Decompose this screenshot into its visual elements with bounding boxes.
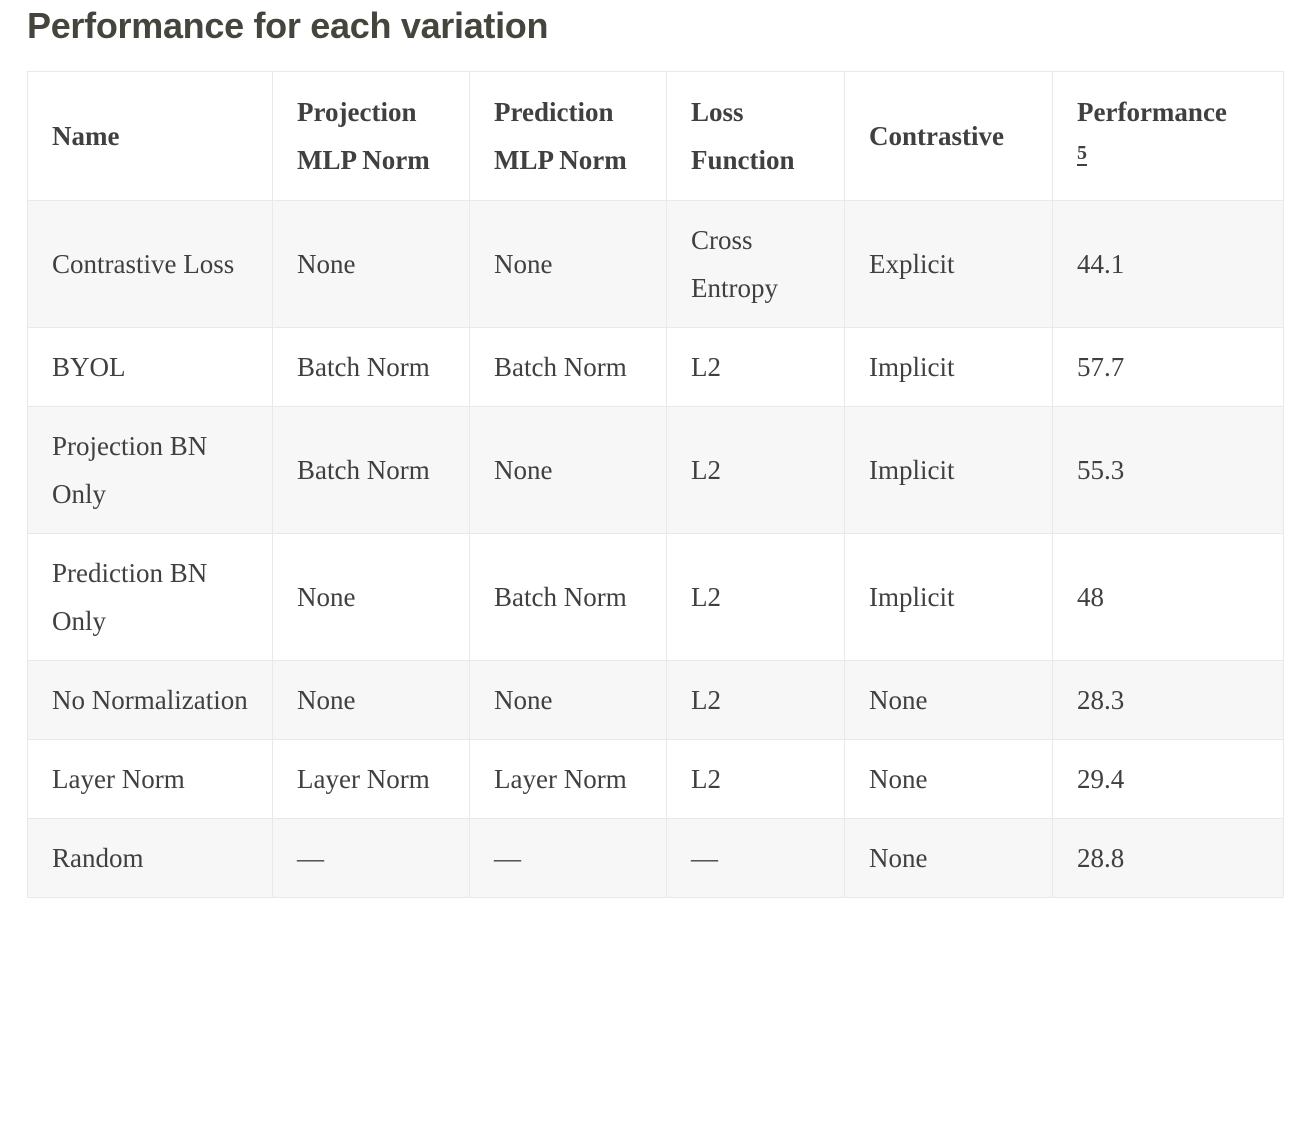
table-body: Contrastive Loss None None Cross Entropy… [27, 200, 1284, 898]
footnote-marker: 5 [1077, 142, 1087, 164]
column-header-contrastive: Contrastive [844, 71, 1053, 201]
cell-loss-function: L2 [666, 739, 845, 819]
header-row: Name Projection MLP Norm Prediction MLP … [27, 71, 1284, 201]
cell-performance: 28.3 [1052, 660, 1284, 740]
cell-prediction-mlp-norm: None [469, 660, 667, 740]
cell-contrastive: None [844, 818, 1053, 898]
cell-prediction-mlp-norm: Batch Norm [469, 533, 667, 661]
cell-projection-mlp-norm: None [272, 660, 470, 740]
cell-name: Projection BN Only [27, 406, 273, 534]
cell-loss-function: L2 [666, 327, 845, 407]
cell-loss-function: L2 [666, 533, 845, 661]
table-row: Prediction BN Only None Batch Norm L2 Im… [27, 533, 1284, 661]
cell-projection-mlp-norm: Layer Norm [272, 739, 470, 819]
cell-name: Prediction BN Only [27, 533, 273, 661]
cell-loss-function: — [666, 818, 845, 898]
column-header-prediction-mlp-norm: Prediction MLP Norm [469, 71, 667, 201]
cell-performance: 44.1 [1052, 200, 1284, 328]
table-row: Layer Norm Layer Norm Layer Norm L2 None… [27, 739, 1284, 819]
cell-contrastive: None [844, 660, 1053, 740]
cell-loss-function: Cross Entropy [666, 200, 845, 328]
cell-name: No Normalization [27, 660, 273, 740]
cell-performance: 29.4 [1052, 739, 1284, 819]
cell-prediction-mlp-norm: None [469, 406, 667, 534]
column-header-performance: Performance 5 [1052, 71, 1284, 201]
cell-name: Contrastive Loss [27, 200, 273, 328]
cell-performance: 48 [1052, 533, 1284, 661]
cell-loss-function: L2 [666, 660, 845, 740]
table-row: Random — — — None 28.8 [27, 818, 1284, 898]
cell-prediction-mlp-norm: — [469, 818, 667, 898]
cell-name: BYOL [27, 327, 273, 407]
table-row: Contrastive Loss None None Cross Entropy… [27, 200, 1284, 328]
column-header-projection-mlp-norm: Projection MLP Norm [272, 71, 470, 201]
cell-contrastive: Explicit [844, 200, 1053, 328]
cell-loss-function: L2 [666, 406, 845, 534]
cell-performance: 28.8 [1052, 818, 1284, 898]
column-header-name: Name [27, 71, 273, 201]
table-row: BYOL Batch Norm Batch Norm L2 Implicit 5… [27, 327, 1284, 407]
column-header-performance-label: Performance [1077, 97, 1227, 127]
performance-footnote-link[interactable]: 5 [1077, 142, 1087, 164]
cell-name: Random [27, 818, 273, 898]
cell-projection-mlp-norm: None [272, 200, 470, 328]
cell-performance: 57.7 [1052, 327, 1284, 407]
cell-projection-mlp-norm: Batch Norm [272, 406, 470, 534]
cell-projection-mlp-norm: None [272, 533, 470, 661]
cell-name: Layer Norm [27, 739, 273, 819]
cell-prediction-mlp-norm: Batch Norm [469, 327, 667, 407]
cell-projection-mlp-norm: — [272, 818, 470, 898]
page-title: Performance for each variation [27, 5, 549, 46]
column-header-loss-function: Loss Function [666, 71, 845, 201]
cell-prediction-mlp-norm: Layer Norm [469, 739, 667, 819]
table-row: Projection BN Only Batch Norm None L2 Im… [27, 406, 1284, 534]
cell-contrastive: Implicit [844, 406, 1053, 534]
cell-performance: 55.3 [1052, 406, 1284, 534]
cell-contrastive: Implicit [844, 533, 1053, 661]
cell-prediction-mlp-norm: None [469, 200, 667, 328]
cell-projection-mlp-norm: Batch Norm [272, 327, 470, 407]
page-container: Performance for each variation Name Proj… [27, 5, 1284, 898]
cell-contrastive: None [844, 739, 1053, 819]
cell-contrastive: Implicit [844, 327, 1053, 407]
performance-table: Name Projection MLP Norm Prediction MLP … [27, 71, 1284, 898]
table-row: No Normalization None None L2 None 28.3 [27, 660, 1284, 740]
table-header: Name Projection MLP Norm Prediction MLP … [27, 71, 1284, 201]
